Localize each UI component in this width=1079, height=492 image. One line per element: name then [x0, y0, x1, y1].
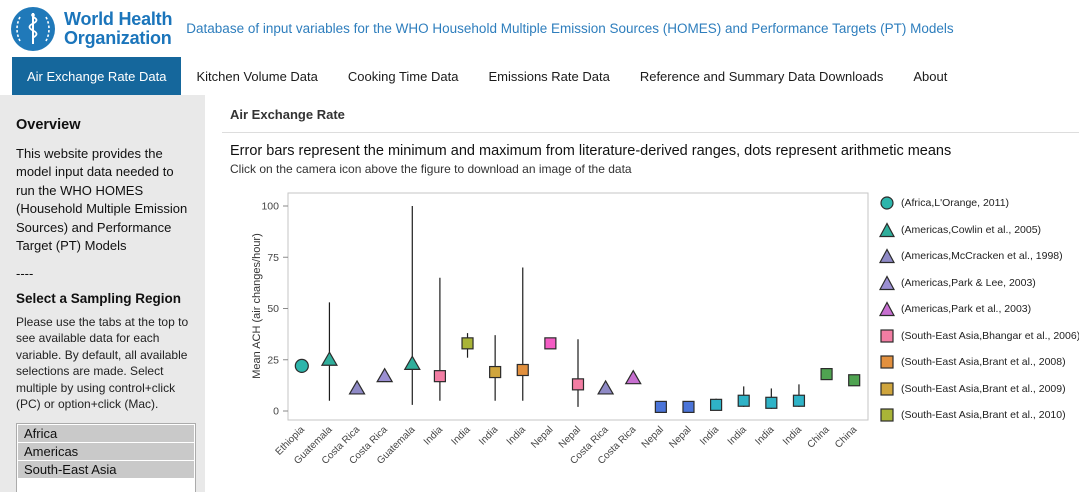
legend-item[interactable]: (South-East Asia,Brant et al., 2009)	[878, 376, 1079, 403]
who-wordmark-line2: Organization	[64, 27, 172, 48]
data-point[interactable]	[709, 398, 723, 411]
sidebar: Overview This website provides the model…	[0, 95, 205, 492]
square-marker-icon	[880, 382, 894, 396]
square-marker-icon	[880, 329, 894, 343]
legend-item[interactable]: (South-East Asia,Brant et al., 2010)	[878, 402, 1079, 429]
camera-hint-text: Click on the camera icon above the figur…	[230, 162, 632, 176]
region-option-africa[interactable]: Africa	[18, 425, 194, 442]
overview-heading: Overview	[16, 117, 81, 133]
tab-about[interactable]: About	[913, 68, 948, 84]
header: World Health Organization Database of in…	[0, 0, 1079, 57]
data-point[interactable]	[403, 355, 421, 370]
sampling-region-heading: Select a Sampling Region	[16, 290, 182, 306]
x-tick-label: India	[753, 424, 776, 447]
legend-item[interactable]: (South-East Asia,Brant et al., 2008)	[878, 349, 1079, 376]
circle-marker-icon	[880, 196, 894, 210]
nav-tabs: Air Exchange Rate Data Kitchen Volume Da…	[0, 57, 1079, 95]
legend-item[interactable]: (Africa,L'Orange, 2011)	[878, 190, 1079, 217]
data-point[interactable]	[765, 396, 778, 409]
x-tick-label: Nepal	[667, 424, 693, 450]
tab-air-exchange-rate-data[interactable]: Air Exchange Rate Data	[12, 57, 182, 95]
triangle-marker-icon	[878, 274, 896, 290]
overview-text: This website provides the model input da…	[16, 146, 188, 254]
data-point[interactable]	[516, 363, 529, 377]
main-content: Air Exchange Rate Error bars represent t…	[222, 95, 1079, 492]
y-axis-label: Mean ACH (air changes/hour)	[251, 233, 263, 379]
y-tick-label: 75	[267, 252, 279, 264]
data-point[interactable]	[461, 337, 474, 350]
who-wordmark: World Health Organization	[64, 10, 172, 47]
region-multiselect[interactable]: Africa Americas South-East Asia	[16, 423, 196, 492]
tab-reference-summary-downloads[interactable]: Reference and Summary Data Downloads	[639, 68, 884, 84]
data-point[interactable]	[597, 379, 615, 395]
tab-cooking-time-data[interactable]: Cooking Time Data	[347, 68, 459, 84]
data-point[interactable]	[682, 400, 695, 413]
legend-item[interactable]: (Americas,McCracken et al., 1998)	[878, 243, 1079, 270]
data-point[interactable]	[820, 368, 833, 381]
sidebar-divider: ----	[16, 265, 34, 281]
chart-legend: (Africa,L'Orange, 2011) (Americas,Cowlin …	[878, 190, 1079, 429]
data-point[interactable]	[848, 374, 861, 387]
square-marker-icon	[880, 408, 894, 422]
data-point[interactable]	[624, 369, 642, 385]
legend-label: (Americas,McCracken et al., 1998)	[901, 250, 1063, 263]
tab-kitchen-volume-data[interactable]: Kitchen Volume Data	[196, 68, 318, 84]
y-tick-label: 50	[267, 303, 279, 315]
x-tick-label: India	[422, 424, 445, 447]
legend-label: (Americas,Cowlin et al., 2005)	[901, 223, 1042, 236]
legend-label: (Africa,L'Orange, 2011)	[901, 197, 1010, 210]
triangle-marker-icon	[878, 248, 896, 264]
legend-label: (South-East Asia,Brant et al., 2009)	[901, 382, 1066, 395]
page-title: Database of input variables for the WHO …	[186, 21, 954, 36]
square-marker-icon	[880, 355, 894, 369]
y-tick-label: 0	[273, 406, 279, 418]
legend-label: (South-East Asia,Brant et al., 2008)	[901, 356, 1066, 369]
tab-emissions-rate-data[interactable]: Emissions Rate Data	[488, 68, 610, 84]
legend-label: (Americas,Park et al., 2003)	[901, 303, 1032, 316]
legend-label: (South-East Asia,Brant et al., 2010)	[901, 409, 1066, 422]
legend-item[interactable]: (Americas,Park & Lee, 2003)	[878, 270, 1079, 297]
legend-label: (South-East Asia,Bhangar et al., 2006)	[901, 329, 1079, 342]
data-point[interactable]	[654, 400, 667, 413]
who-wordmark-line1: World Health	[64, 9, 173, 30]
legend-item[interactable]: (Americas,Cowlin et al., 2005)	[878, 217, 1079, 244]
triangle-marker-icon	[878, 221, 896, 237]
y-tick-label: 100	[261, 201, 279, 213]
x-tick-label: India	[781, 424, 804, 447]
x-tick-label: India	[505, 424, 528, 447]
data-point[interactable]	[348, 379, 366, 395]
data-point[interactable]	[489, 365, 502, 379]
region-option-americas[interactable]: Americas	[18, 443, 194, 460]
section-title: Air Exchange Rate	[222, 103, 1079, 133]
x-tick-label: India	[726, 424, 749, 447]
x-tick-label: India	[698, 424, 721, 447]
legend-item[interactable]: (South-East Asia,Bhangar et al., 2006)	[878, 323, 1079, 350]
who-emblem-icon	[11, 6, 55, 51]
data-point[interactable]	[571, 378, 585, 391]
legend-item[interactable]: (Americas,Park et al., 2003)	[878, 296, 1079, 323]
triangle-marker-icon	[878, 301, 896, 317]
data-point[interactable]	[294, 358, 309, 373]
who-logo: World Health Organization	[10, 6, 172, 52]
data-point[interactable]	[737, 394, 750, 407]
region-option-south-east-asia[interactable]: South-East Asia	[18, 461, 194, 478]
x-tick-label: Nepal	[529, 424, 555, 450]
chart-subtitle: Error bars represent the minimum and max…	[230, 143, 952, 159]
y-tick-label: 25	[267, 354, 279, 366]
x-tick-label: Nepal	[557, 424, 583, 450]
x-tick-label: China	[805, 424, 832, 451]
data-point[interactable]	[376, 367, 394, 383]
data-point[interactable]	[433, 370, 447, 383]
legend-label: (Americas,Park & Lee, 2003)	[901, 276, 1036, 289]
data-point[interactable]	[320, 351, 338, 366]
x-tick-label: China	[833, 424, 860, 451]
data-point[interactable]	[544, 337, 557, 350]
ach-figure: 0 25 50 75 100 Mean ACH (air changes/hour) Eth…	[222, 178, 1079, 492]
x-tick-label: Nepal	[640, 424, 666, 450]
data-point[interactable]	[792, 394, 806, 407]
x-tick-label: India	[450, 424, 473, 447]
x-tick-label: India	[477, 424, 500, 447]
sampling-region-help-text: Please use the tabs at the top to see av…	[16, 314, 189, 412]
